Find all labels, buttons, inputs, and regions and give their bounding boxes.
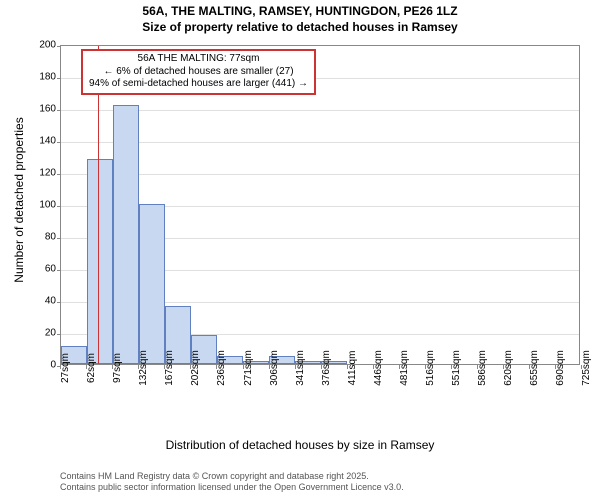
ytick-label: 140 xyxy=(26,136,56,147)
xtick-label: 586sqm xyxy=(477,350,488,386)
ytick-mark xyxy=(57,334,61,335)
ytick-label: 120 xyxy=(26,168,56,179)
xtick-label: 236sqm xyxy=(216,350,227,386)
ytick-mark xyxy=(57,302,61,303)
footer-line-1: Contains HM Land Registry data © Crown c… xyxy=(60,471,404,483)
xtick-label: 202sqm xyxy=(190,350,201,386)
xtick-label: 655sqm xyxy=(529,350,540,386)
annotation-line-1: 56A THE MALTING: 77sqm xyxy=(89,53,308,66)
ytick-label: 80 xyxy=(26,232,56,243)
ytick-label: 60 xyxy=(26,264,56,275)
xtick-label: 516sqm xyxy=(425,350,436,386)
xtick-label: 725sqm xyxy=(581,350,592,386)
ytick-label: 180 xyxy=(26,72,56,83)
xtick-label: 97sqm xyxy=(112,353,123,383)
ytick-label: 0 xyxy=(26,360,56,371)
ytick-label: 160 xyxy=(26,104,56,115)
ytick-mark xyxy=(57,142,61,143)
ytick-label: 20 xyxy=(26,328,56,339)
xtick-label: 551sqm xyxy=(451,350,462,386)
xtick-label: 132sqm xyxy=(138,350,149,386)
chart-container: 56A THE MALTING: 77sqm ← 6% of detached … xyxy=(60,40,580,420)
ytick-mark xyxy=(57,174,61,175)
plot-area: 56A THE MALTING: 77sqm ← 6% of detached … xyxy=(60,45,580,365)
footer-attribution: Contains HM Land Registry data © Crown c… xyxy=(60,471,404,494)
histogram-bar xyxy=(113,105,139,364)
ytick-mark xyxy=(57,110,61,111)
ytick-label: 200 xyxy=(26,40,56,51)
xtick-label: 690sqm xyxy=(555,350,566,386)
ytick-mark xyxy=(57,206,61,207)
title-line-2: Size of property relative to detached ho… xyxy=(0,20,600,36)
xtick-label: 376sqm xyxy=(321,350,332,386)
xtick-label: 167sqm xyxy=(164,350,175,386)
chart-title: 56A, THE MALTING, RAMSEY, HUNTINGDON, PE… xyxy=(0,4,600,35)
ytick-mark xyxy=(57,46,61,47)
xtick-label: 62sqm xyxy=(86,353,97,383)
xtick-label: 271sqm xyxy=(243,350,254,386)
xtick-label: 446sqm xyxy=(373,350,384,386)
xtick-label: 306sqm xyxy=(269,350,280,386)
xtick-label: 620sqm xyxy=(503,350,514,386)
x-axis-label: Distribution of detached houses by size … xyxy=(0,438,600,452)
annotation-line-2: ← 6% of detached houses are smaller (27) xyxy=(89,66,308,79)
ytick-label: 100 xyxy=(26,200,56,211)
ytick-label: 40 xyxy=(26,296,56,307)
xtick-label: 341sqm xyxy=(295,350,306,386)
y-axis-label: Number of detached properties xyxy=(12,117,26,282)
histogram-bar xyxy=(139,204,165,364)
ytick-mark xyxy=(57,78,61,79)
annotation-line-3: 94% of semi-detached houses are larger (… xyxy=(89,78,308,91)
xtick-label: 27sqm xyxy=(60,353,71,383)
ytick-mark xyxy=(57,238,61,239)
xtick-label: 481sqm xyxy=(399,350,410,386)
histogram-bar xyxy=(87,159,113,364)
footer-line-2: Contains public sector information licen… xyxy=(60,482,404,494)
annotation-box: 56A THE MALTING: 77sqm ← 6% of detached … xyxy=(81,49,316,95)
title-line-1: 56A, THE MALTING, RAMSEY, HUNTINGDON, PE… xyxy=(0,4,600,20)
xtick-label: 411sqm xyxy=(347,351,358,386)
ytick-mark xyxy=(57,270,61,271)
